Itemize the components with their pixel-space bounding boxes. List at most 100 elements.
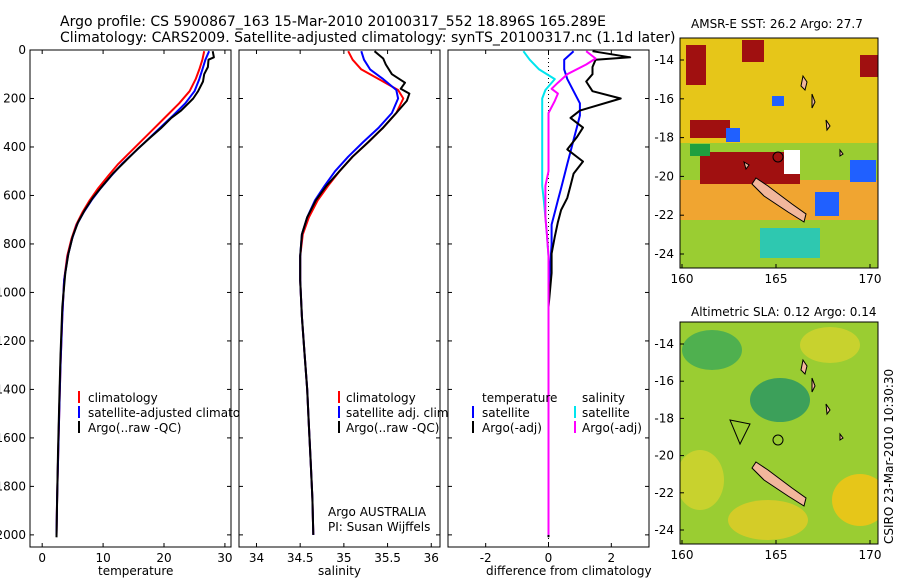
sla-low-cell	[750, 378, 810, 422]
x-tick-label: 36	[424, 551, 439, 565]
sla-high-cell	[832, 474, 878, 526]
legend-title-temperature: temperature	[482, 391, 557, 405]
legend-label-argo: Argo(..raw -QC)	[346, 421, 439, 435]
legend-swatch-satellite	[78, 406, 80, 418]
lat-tick-label: -20	[654, 169, 674, 183]
pi-label: PI: Susan Wijffels	[328, 520, 430, 534]
sst-cold-cell	[815, 192, 839, 216]
sst-cold-cell	[850, 160, 876, 182]
sst-map: AMSR-E SST: 26.2 Argo: 27.7 -14 -16 -18 -20…	[654, 17, 881, 286]
lat-tick-label: -16	[654, 374, 674, 388]
legend-label-temp-satellite: satellite	[482, 406, 530, 420]
y-tick-label: 600	[3, 188, 26, 202]
x-tick-label: 35	[336, 551, 351, 565]
legend-title-salinity: salinity	[582, 391, 625, 405]
series-line-argo	[299, 50, 411, 535]
x-tick-label: -2	[480, 551, 492, 565]
sst-hot-cell	[742, 40, 764, 62]
lon-tick-label: 165	[765, 272, 788, 286]
difference-series	[522, 50, 632, 538]
temperature-panel: 0 200 400 600 800 1000 1200 1400 1600 1800 2000 0 1…	[0, 43, 266, 578]
temperature-xlabel: temperature	[98, 564, 173, 578]
lat-tick-label: -18	[654, 131, 674, 145]
sla-map: Altimetric SLA: 0.12 Argo: 0.14 -14-16-1…	[654, 305, 881, 562]
legend-label-sal-argo: Argo(-adj)	[582, 421, 642, 435]
header-line-1: Argo profile: CS 5900867_163 15-Mar-2010…	[60, 14, 606, 30]
y-tick-label: 1200	[0, 334, 26, 348]
sla-lon-axis: 160 165 170	[671, 540, 881, 562]
legend-label-climatology: climatology	[88, 391, 158, 405]
lat-tick-label: -24	[654, 523, 674, 537]
lat-tick-label: -16	[654, 92, 674, 106]
legend-swatch-climatology	[338, 391, 340, 403]
header-line-2: Climatology: CARS2009. Satellite-adjuste…	[60, 30, 675, 46]
y-tick-label: 0	[18, 43, 26, 57]
x-tick-label: 0	[38, 551, 46, 565]
sst-lon-axis: 160 165 170	[671, 264, 882, 286]
sst-cyan-cell	[760, 228, 820, 258]
y-tick-label: 2000	[0, 528, 26, 542]
salinity-panel: 34 34.5 35 35.5 36 salinity climatology sate…	[238, 49, 452, 578]
sla-high-cell	[800, 327, 860, 363]
series-line-salinity-argo	[544, 50, 597, 535]
sst-missing-cell	[784, 150, 800, 174]
sla-map-title: Altimetric SLA: 0.12 Argo: 0.14	[691, 305, 876, 319]
x-tick-label: 0	[545, 551, 553, 565]
legend-label-temp-argo: Argo(-adj)	[482, 421, 542, 435]
sst-green-cell	[690, 144, 710, 156]
y-tick-label: 1800	[0, 479, 26, 493]
y-tick-label: 200	[3, 91, 26, 105]
lon-tick-label: 170	[859, 272, 882, 286]
new-caledonia-island	[751, 177, 807, 223]
vanuatu-islands	[743, 74, 844, 171]
sla-low-cell	[682, 330, 742, 370]
legend-swatch-argo	[338, 421, 340, 433]
temperature-series	[55, 50, 215, 538]
difference-legend: temperature salinity satellite Argo(-adj…	[472, 391, 642, 435]
difference-panel: -2 0 2 difference from climatology tempera…	[447, 49, 652, 578]
new-caledonia-island	[751, 461, 807, 507]
argo-float-marker	[772, 151, 784, 163]
legend-swatch-sal-satellite	[574, 406, 576, 418]
x-tick-label: 30	[217, 551, 232, 565]
salinity-axes	[238, 49, 441, 548]
sla-field	[680, 322, 878, 544]
y-tick-label: 1000	[0, 285, 26, 299]
temperature-axes	[29, 49, 232, 548]
sst-field	[680, 38, 878, 268]
sst-lat-axis: -14 -16 -18 -20 -22 -24	[654, 53, 684, 261]
y-tick-label: 400	[3, 140, 26, 154]
lat-tick-label: -14	[654, 53, 674, 67]
legend-label-climatology: climatology	[346, 391, 416, 405]
lon-tick-label: 165	[765, 548, 788, 562]
legend-swatch-satellite	[338, 406, 340, 418]
sst-hot-cell	[860, 55, 878, 77]
y-tick-label: 1400	[0, 382, 26, 396]
depth-axis: 0 200 400 600 800 1000 1200 1400 1600 1800 2000	[0, 43, 231, 542]
sst-map-title: AMSR-E SST: 26.2 Argo: 27.7	[691, 17, 863, 31]
salinity-series	[299, 50, 411, 535]
x-tick-label: 2	[607, 551, 615, 565]
temperature-x-axis: 0 10 20 30	[38, 50, 233, 565]
difference-y-ticks	[448, 49, 649, 536]
x-tick-label: 20	[156, 551, 171, 565]
legend-label-satellite: satellite-adjusted climatology	[88, 406, 266, 420]
legend-label-argo: Argo(..raw -QC)	[88, 421, 181, 435]
sst-hot-cell	[690, 120, 730, 138]
argo-float-marker	[772, 434, 784, 446]
lat-tick-label: -22	[654, 486, 674, 500]
sla-high-cell	[728, 500, 808, 540]
difference-xlabel: difference from climatology	[486, 564, 652, 578]
sst-map-frame	[679, 37, 879, 269]
sla-high-cell	[680, 450, 724, 510]
legend-swatch-temp-satellite	[472, 406, 474, 418]
lat-tick-label: -18	[654, 411, 674, 425]
x-tick-label: 10	[95, 551, 110, 565]
x-tick-label: 35.5	[374, 551, 401, 565]
legend-label-sal-satellite: satellite	[582, 406, 630, 420]
salinity-y-ticks	[239, 49, 440, 536]
sst-cold-cell	[726, 128, 740, 142]
legend-swatch-climatology	[78, 391, 80, 403]
legend-swatch-temp-argo	[472, 421, 474, 433]
